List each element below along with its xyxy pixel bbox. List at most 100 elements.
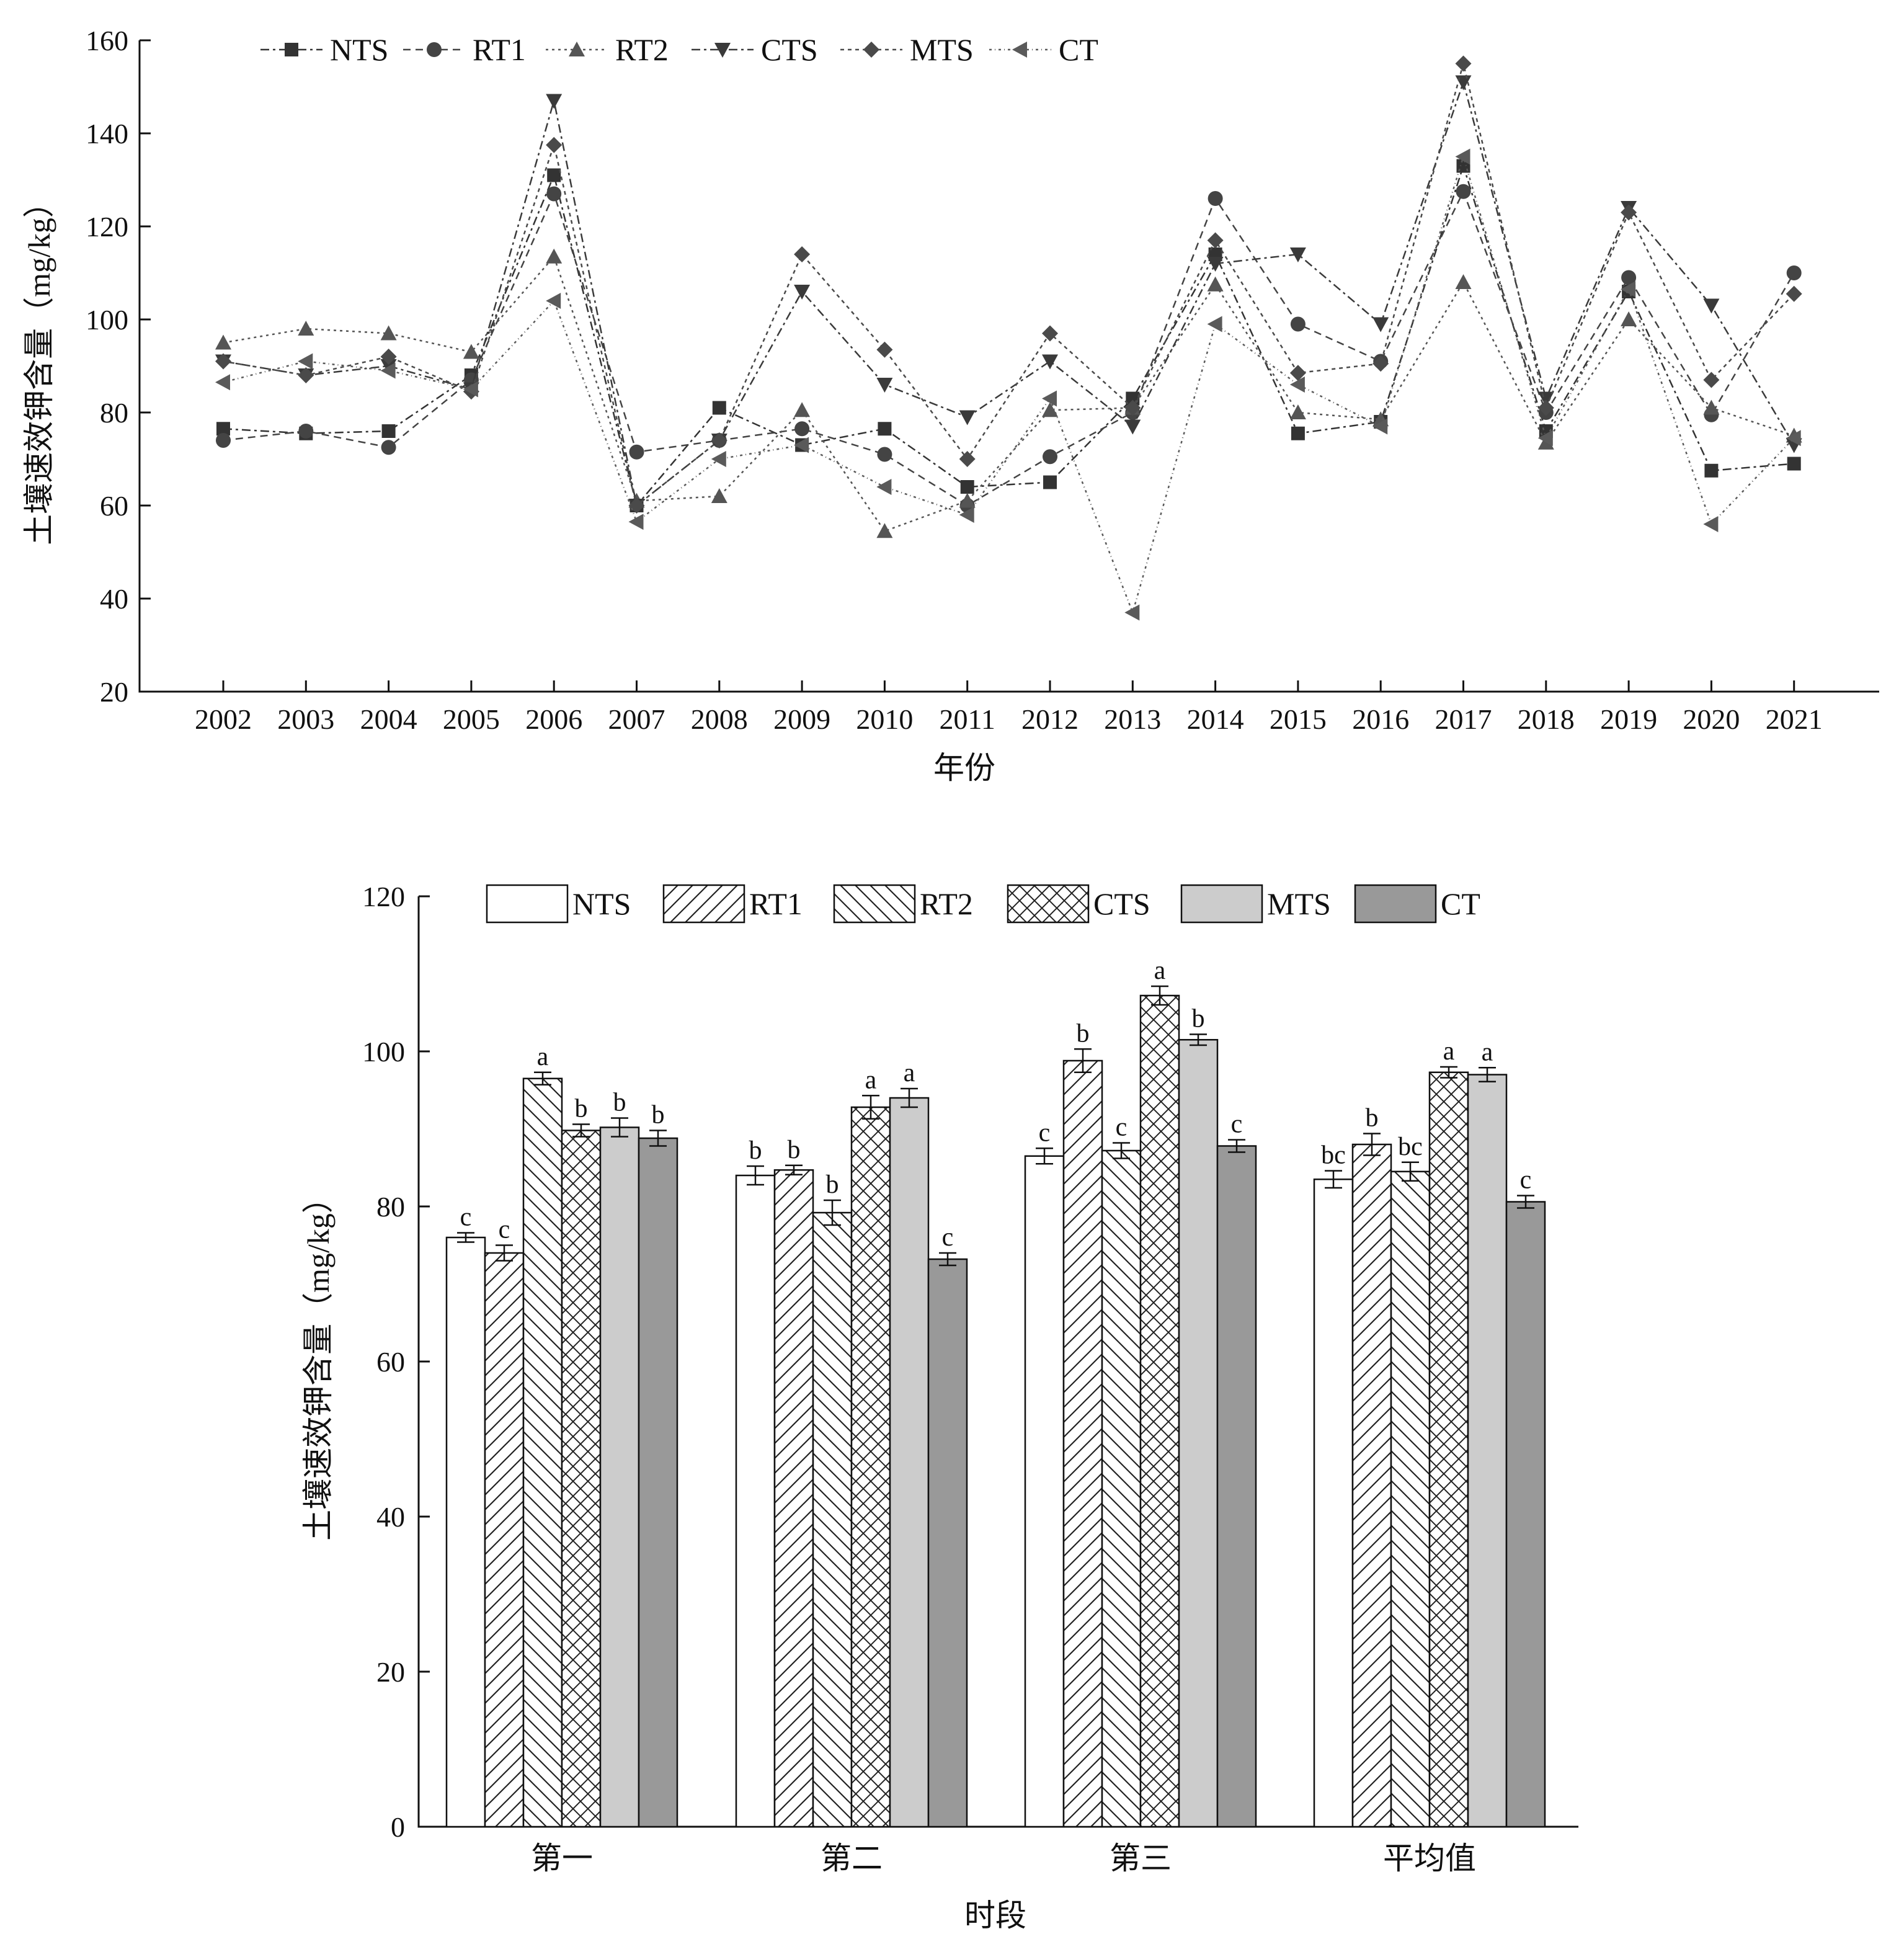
data-point-mts <box>1207 232 1224 249</box>
data-point-mts <box>1372 355 1389 372</box>
y-tick-label: 120 <box>362 881 405 912</box>
legend-item-rt2: RT2 <box>546 32 669 67</box>
bar-ct <box>1216 1145 1257 1828</box>
data-point-rt1 <box>1621 270 1637 285</box>
data-point-ct <box>1621 281 1636 298</box>
significance-label: a <box>537 1043 549 1071</box>
legend-marker <box>1012 42 1027 58</box>
data-point-cts <box>1207 257 1224 272</box>
bar-rt1 <box>1351 1143 1392 1828</box>
bar-ct <box>927 1258 968 1828</box>
data-point-nts <box>216 422 230 436</box>
line-chart-x-axis-title: 年份 <box>933 751 995 785</box>
data-point-cts <box>546 94 563 109</box>
data-point-rt1 <box>1786 265 1802 280</box>
data-point-rt2 <box>215 334 231 350</box>
data-point-cts <box>1537 391 1554 407</box>
significance-label: b <box>1366 1104 1379 1133</box>
legend-label: CT <box>1441 886 1480 921</box>
bar-cts <box>1428 1071 1469 1828</box>
significance-label: b <box>575 1095 588 1123</box>
x-tick-label: 2018 <box>1518 703 1575 735</box>
y-tick-label: 40 <box>100 583 128 615</box>
data-point-rt1 <box>546 186 562 202</box>
significance-label: b <box>788 1136 801 1164</box>
significance-label: c <box>1116 1113 1128 1142</box>
y-tick-label: 0 <box>391 1811 405 1843</box>
data-point-ct <box>1207 316 1222 332</box>
data-point-ct <box>546 293 561 309</box>
data-point-rt2 <box>298 321 314 336</box>
x-tick-label: 2013 <box>1104 703 1161 735</box>
significance-label: b <box>613 1089 626 1117</box>
data-point-rt2 <box>380 325 397 341</box>
data-point-ct <box>1537 430 1553 447</box>
y-tick-label: 60 <box>376 1346 405 1378</box>
x-tick-label: 2012 <box>1021 703 1079 735</box>
data-point-ct <box>711 451 726 467</box>
data-point-cts <box>1124 419 1141 435</box>
data-point-rt2 <box>546 248 563 264</box>
data-point-ct <box>1372 418 1388 435</box>
series-line-cts <box>223 79 1795 507</box>
bar-nts <box>1024 1155 1065 1828</box>
legend-label: MTS <box>910 32 974 67</box>
bar-mts <box>599 1126 640 1828</box>
data-point-ct <box>1455 148 1470 165</box>
y-tick-label: 80 <box>100 397 128 429</box>
legend-marker <box>285 43 298 56</box>
x-tick-label: 2016 <box>1352 703 1409 735</box>
data-point-nts <box>960 480 974 494</box>
data-point-ct <box>215 374 230 391</box>
series-cts <box>215 75 1802 514</box>
legend-label: RT2 <box>920 886 973 921</box>
significance-label: a <box>1154 956 1166 985</box>
line-chart-y-axis-title: 土壤速效钾含量（mg/kg） <box>22 187 56 545</box>
series-line-nts <box>223 163 1794 507</box>
legend-label: CTS <box>1093 886 1150 921</box>
data-point-mts <box>1703 372 1720 388</box>
data-point-mts <box>794 246 811 262</box>
line-chart-ticks: 20 40 60 80 100 120 140 160 2002 2003 2004 2005 2006… <box>86 25 1823 735</box>
data-point-cts <box>959 410 976 426</box>
data-point-mts <box>1537 399 1554 416</box>
bar-cts <box>850 1106 891 1828</box>
significance-label: c <box>499 1216 510 1244</box>
data-point-ct <box>1124 604 1140 621</box>
x-tick-label: 2017 <box>1435 703 1492 735</box>
data-point-mts <box>1124 399 1141 416</box>
data-point-rt2 <box>876 523 893 538</box>
bar-mts <box>889 1097 930 1828</box>
data-point-rt2 <box>1042 402 1058 417</box>
data-point-cts <box>1372 317 1389 332</box>
significance-label: a <box>1482 1038 1493 1066</box>
legend-item-nts: NTS <box>260 32 388 67</box>
category-label: 第一 <box>531 1841 593 1876</box>
data-point-rt1 <box>381 440 396 455</box>
y-tick-label: 80 <box>376 1191 405 1223</box>
legend-swatch <box>486 884 569 924</box>
bar-nts <box>1313 1179 1354 1828</box>
data-point-nts <box>1043 475 1057 489</box>
significance-label: c <box>1520 1166 1532 1195</box>
significance-label: c <box>460 1203 472 1232</box>
series-line-rt1 <box>223 189 1795 507</box>
x-tick-label: 2020 <box>1683 703 1740 735</box>
legend-marker <box>863 42 879 58</box>
data-point-nts <box>712 401 726 415</box>
series-mts <box>215 55 1802 514</box>
bar-rt2 <box>1390 1170 1431 1828</box>
bar-chart-legend: NTS RT1 RT2 CTS MTS CT <box>486 884 1480 924</box>
x-tick-label: 2004 <box>360 703 417 735</box>
significance-label: a <box>1443 1037 1455 1066</box>
legend-label: CTS <box>761 32 818 67</box>
significance-label: a <box>865 1066 877 1094</box>
y-tick-label: 100 <box>86 304 128 336</box>
series-rt2 <box>215 248 1802 538</box>
legend-item-ct: CT <box>1354 884 1480 924</box>
